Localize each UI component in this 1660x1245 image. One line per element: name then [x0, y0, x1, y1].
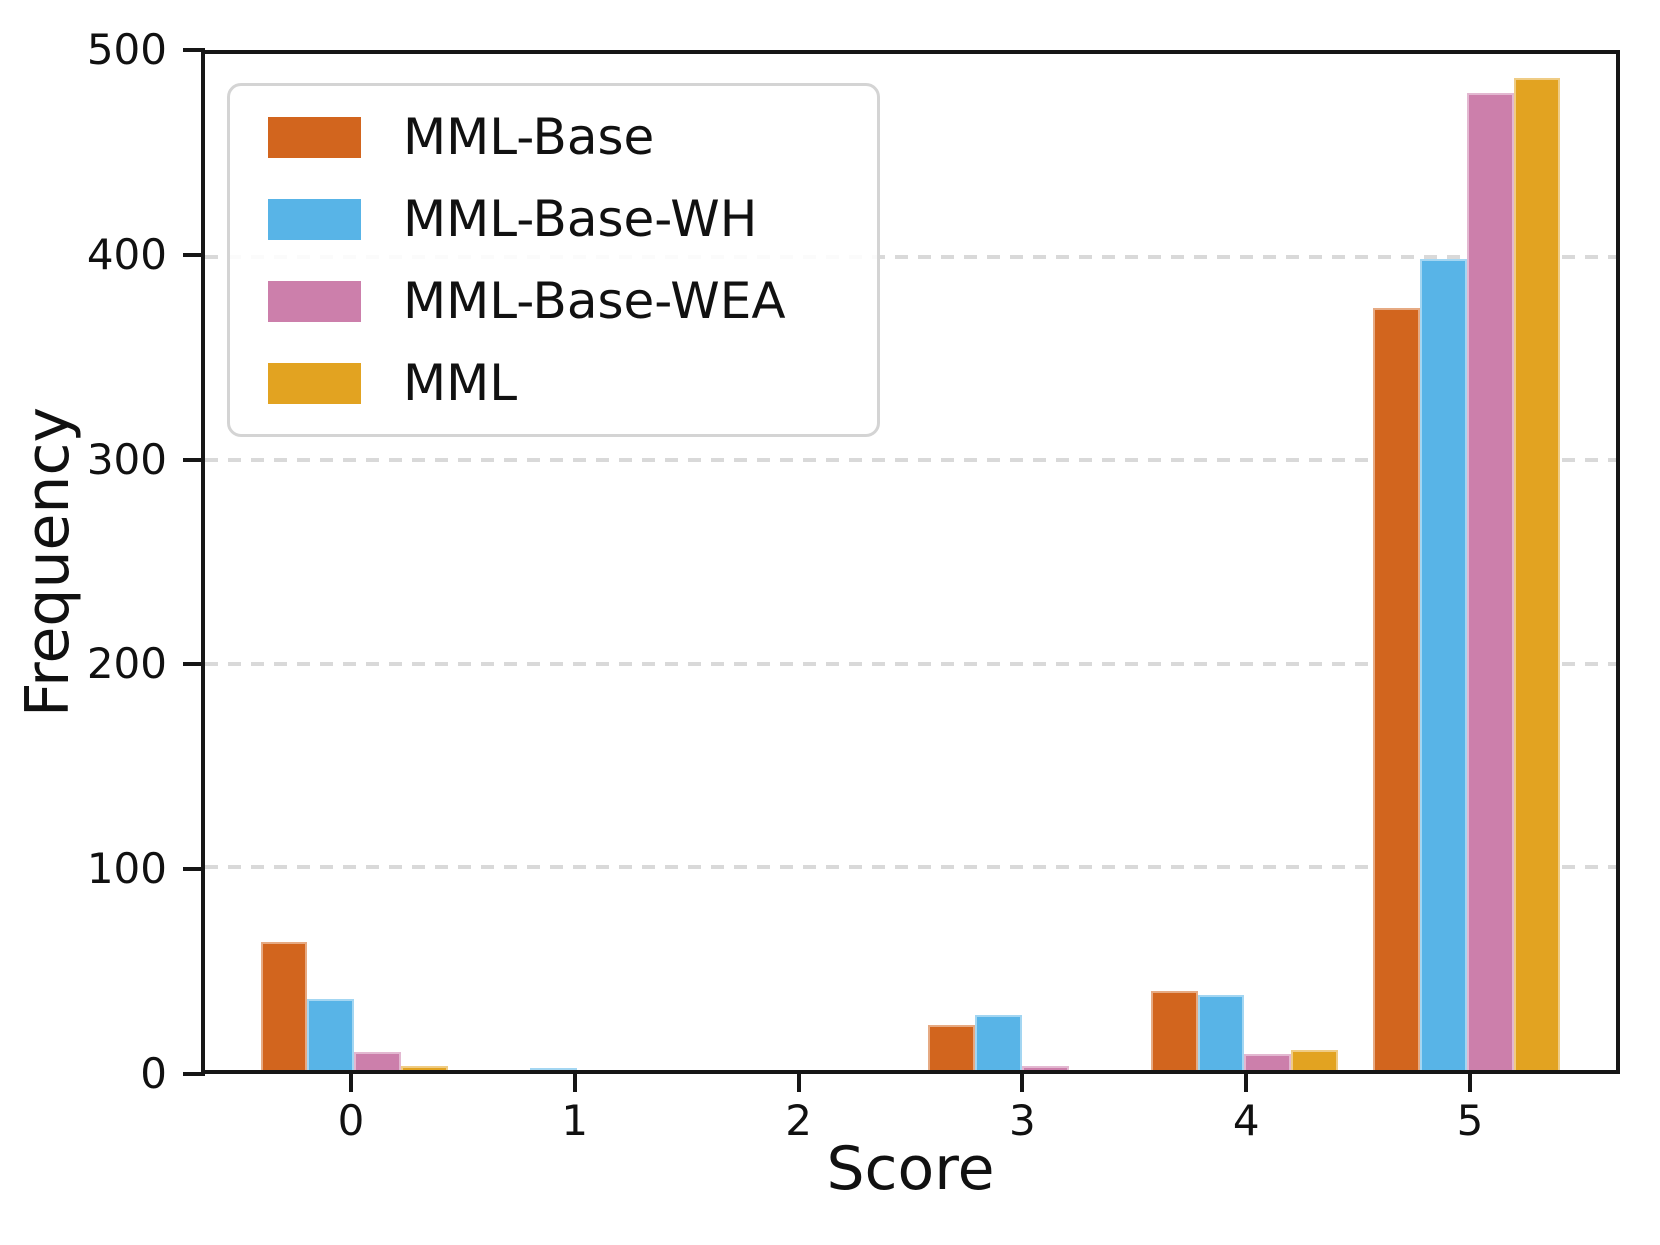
x-tick-label: 3 — [1009, 1096, 1036, 1145]
legend-item: MML-Base-WH — [268, 194, 857, 244]
bar — [1244, 1053, 1292, 1070]
x-tick-mark — [348, 1070, 353, 1092]
x-tick-mark — [1244, 1070, 1249, 1092]
x-tick-label: 2 — [785, 1096, 812, 1145]
bar — [1291, 1049, 1338, 1070]
x-tick-label: 1 — [561, 1096, 589, 1145]
bar — [400, 1065, 448, 1070]
x-tick-mark — [1020, 1070, 1025, 1092]
gridline — [205, 458, 1616, 463]
y-tick-mark — [183, 48, 205, 52]
legend-label: MML — [403, 354, 518, 412]
gridlines-layer — [205, 54, 1616, 1070]
bar — [1466, 92, 1514, 1070]
legend-item: MML — [268, 358, 857, 408]
x-tick-label: 5 — [1456, 1096, 1484, 1145]
y-tick-label: 300 — [86, 434, 167, 484]
bar — [928, 1025, 976, 1070]
y-tick-label: 200 — [86, 639, 167, 689]
legend-label: MML-Base — [403, 108, 655, 166]
legend-swatch — [268, 362, 361, 404]
x-tick-label: 4 — [1232, 1096, 1260, 1145]
bar — [1150, 990, 1198, 1070]
legend: MML-Base MML-Base-WH MML-Base-WEA MML — [227, 83, 880, 437]
x-tick-mark — [1468, 1070, 1473, 1092]
y-tick-mark — [183, 867, 205, 872]
bar — [1021, 1065, 1069, 1070]
y-tick-label: 100 — [86, 844, 167, 894]
legend-swatch — [268, 280, 361, 322]
legend-swatch — [268, 116, 361, 158]
legend-item: MML-Base-WEA — [268, 276, 857, 326]
bar — [1373, 308, 1421, 1070]
bar — [975, 1015, 1022, 1070]
x-axis: 0 1 2 3 4 5 — [201, 1070, 1620, 1184]
bar — [354, 1051, 401, 1070]
bar — [307, 998, 355, 1070]
gridline — [205, 661, 1616, 666]
x-tick-label: 0 — [337, 1096, 365, 1145]
legend-label: MML-Base-WEA — [403, 272, 786, 330]
y-axis: 0 100 200 300 400 500 — [0, 29, 205, 1095]
gridline — [205, 255, 1616, 260]
x-tick-mark — [572, 1070, 577, 1092]
y-tick-label: 400 — [86, 229, 167, 279]
legend-swatch — [268, 198, 361, 240]
y-tick-mark — [183, 252, 205, 257]
bar — [1513, 78, 1561, 1070]
bar — [529, 1067, 577, 1070]
y-tick-mark — [183, 457, 205, 462]
y-tick-label: 500 — [86, 25, 167, 74]
y-tick-label: 0 — [140, 1049, 167, 1098]
bar — [260, 941, 308, 1070]
bars-layer — [205, 54, 1616, 1070]
bar — [1420, 259, 1467, 1070]
legend-item: MML-Base — [268, 112, 857, 162]
bar — [1197, 994, 1245, 1070]
y-tick-mark — [183, 1072, 205, 1076]
y-tick-mark — [183, 662, 205, 667]
legend-label: MML-Base-WH — [403, 190, 758, 248]
plot-area: MML-Base MML-Base-WH MML-Base-WEA MML — [201, 50, 1620, 1074]
x-tick-mark — [796, 1070, 801, 1092]
gridline — [205, 864, 1616, 869]
x-axis-label: Score — [826, 1134, 995, 1204]
